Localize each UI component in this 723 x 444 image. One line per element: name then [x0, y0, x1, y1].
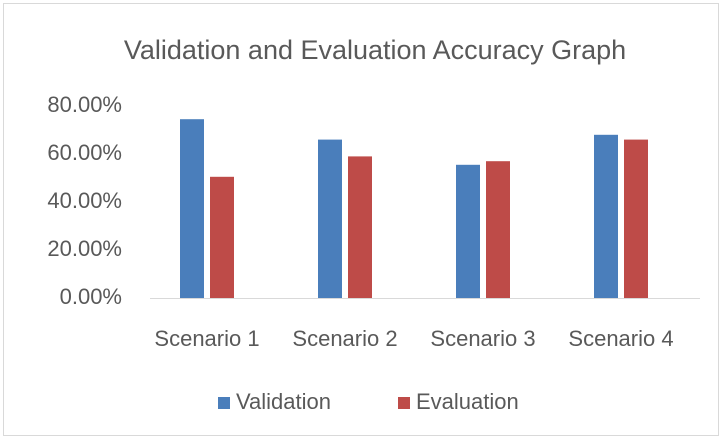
y-tick-label: 0.00%: [60, 284, 122, 309]
x-tick-label: Scenario 3: [430, 326, 535, 351]
x-tick-label: Scenario 1: [154, 326, 259, 351]
y-tick-label: 20.00%: [47, 236, 122, 261]
bar: [624, 139, 648, 298]
bar: [348, 156, 372, 298]
x-tick-label: Scenario 4: [568, 326, 673, 351]
bar: [456, 164, 480, 298]
legend-swatch: [218, 397, 230, 409]
y-tick-label: 40.00%: [47, 188, 122, 213]
legend-label: Validation: [236, 389, 331, 414]
y-tick-label: 80.00%: [47, 92, 122, 117]
legend-swatch: [398, 397, 410, 409]
legend-label: Evaluation: [416, 389, 519, 414]
bar: [180, 119, 204, 298]
bar: [486, 161, 510, 298]
y-tick-label: 60.00%: [47, 140, 122, 165]
bar: [318, 139, 342, 298]
chart-title: Validation and Evaluation Accuracy Graph: [124, 35, 626, 65]
bar: [210, 176, 234, 298]
bar: [594, 134, 618, 298]
x-tick-label: Scenario 2: [292, 326, 397, 351]
